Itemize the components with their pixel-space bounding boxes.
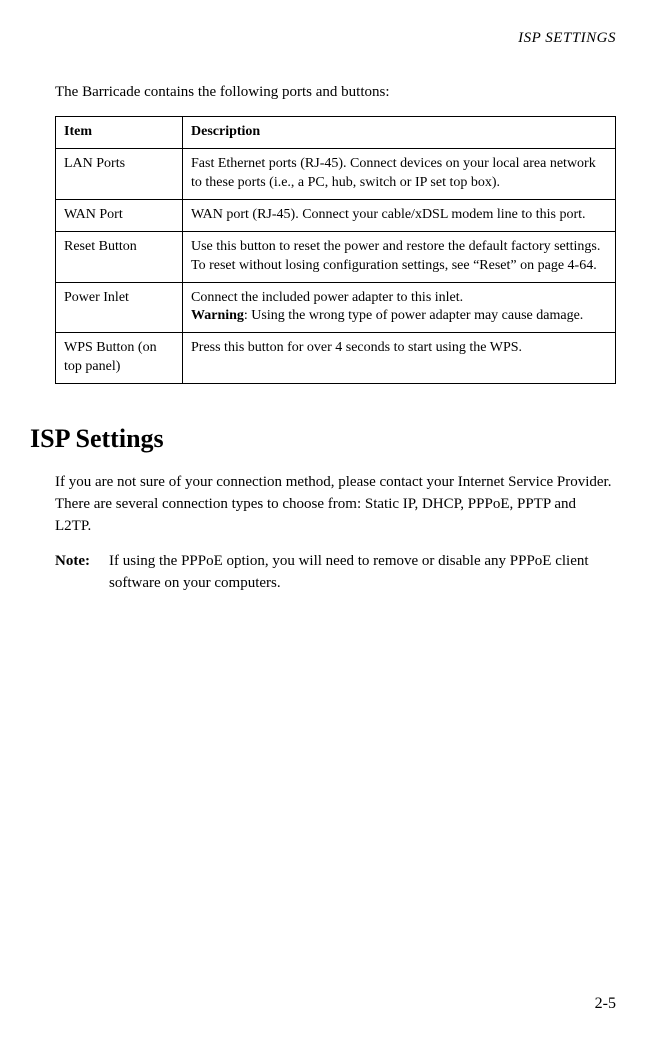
table-row: Power Inlet Connect the included power a… <box>56 282 616 333</box>
note-text: If using the PPPoE option, you will need… <box>109 551 616 595</box>
ports-table: Item Description LAN Ports Fast Ethernet… <box>55 116 616 384</box>
body-paragraph: If you are not sure of your connection m… <box>55 472 616 537</box>
cell-item: LAN Ports <box>56 149 183 200</box>
header-item: Item <box>56 117 183 149</box>
cell-description: Use this button to reset the power and r… <box>183 231 616 282</box>
cell-item: WAN Port <box>56 199 183 231</box>
page-number: 2-5 <box>595 995 616 1013</box>
cell-description: Press this button for over 4 seconds to … <box>183 333 616 384</box>
running-head-text: ISP SETTINGS <box>518 30 616 46</box>
cell-description: Connect the included power adapter to th… <box>183 282 616 333</box>
cell-description: WAN port (RJ-45). Connect your cable/xDS… <box>183 199 616 231</box>
running-head: ISP SETTINGS <box>55 30 616 47</box>
header-description: Description <box>183 117 616 149</box>
table-row: Reset Button Use this button to reset th… <box>56 231 616 282</box>
cell-description: Fast Ethernet ports (RJ-45). Connect dev… <box>183 149 616 200</box>
table-row: LAN Ports Fast Ethernet ports (RJ-45). C… <box>56 149 616 200</box>
intro-paragraph: The Barricade contains the following por… <box>55 82 616 102</box>
note-label: Note: <box>55 551 109 595</box>
section-heading: ISP Settings <box>30 424 616 454</box>
cell-item: Power Inlet <box>56 282 183 333</box>
cell-item: WPS Button (on top panel) <box>56 333 183 384</box>
page-container: ISP SETTINGS The Barricade contains the … <box>0 0 656 1043</box>
cell-item: Reset Button <box>56 231 183 282</box>
note-block: Note: If using the PPPoE option, you wil… <box>55 551 616 595</box>
power-desc-line1: Connect the included power adapter to th… <box>191 290 463 305</box>
warning-text: : Using the wrong type of power adapter … <box>244 308 583 323</box>
table-row: WAN Port WAN port (RJ-45). Connect your … <box>56 199 616 231</box>
warning-label: Warning <box>191 308 244 323</box>
table-header-row: Item Description <box>56 117 616 149</box>
table-row: WPS Button (on top panel) Press this but… <box>56 333 616 384</box>
